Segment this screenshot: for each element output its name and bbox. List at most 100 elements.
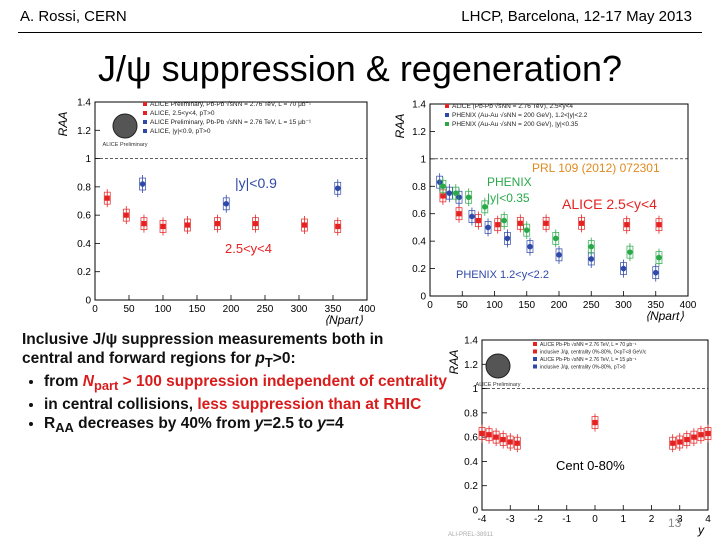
legend-entry: ALICE, 2.5<y<4, pT>0	[150, 110, 215, 117]
y-tick-label: 0	[420, 292, 426, 303]
data-point	[677, 439, 683, 445]
intro-line-2: central and forward regions for pT>0:	[22, 350, 296, 371]
data-point	[656, 254, 662, 261]
syst-box	[655, 218, 663, 232]
y-tick-label: 0.8	[412, 182, 426, 193]
x-tick-label: 300	[291, 304, 308, 315]
legend-entry: PHENIX (Au-Au √sNN = 200 GeV), |y|<0.35	[452, 120, 579, 128]
syst-box	[704, 427, 712, 440]
slide-title: J/ψ suppression & regeneration?	[98, 48, 622, 89]
x-tick-label: 1	[620, 514, 626, 525]
plot-annotation: |y|<0.9	[235, 175, 277, 191]
legend-entry: ALICE, |y|<0.9, pT>0	[150, 128, 211, 135]
y-tick-label: 0.8	[77, 182, 91, 193]
x-tick-label: 0	[92, 304, 98, 315]
data-point	[479, 430, 485, 437]
data-point	[469, 213, 475, 220]
data-point	[184, 222, 191, 228]
syst-box	[485, 428, 493, 442]
plot-annotation: PHENIX 1.2<y<2.2	[456, 269, 549, 281]
data-point	[139, 181, 146, 187]
syst-box	[445, 186, 453, 200]
syst-box	[504, 232, 511, 245]
y-tick-label: 0.6	[464, 433, 478, 444]
data-point	[527, 243, 533, 250]
x-tick-label: 250	[257, 304, 274, 315]
legend-entry: inclusive J/ψ, centrality 0%-80%, pT>0	[540, 365, 626, 371]
logo-caption: ALICE Preliminary	[103, 142, 148, 148]
syst-box	[452, 186, 460, 200]
data-point	[578, 220, 585, 226]
x-tick-label: 350	[325, 304, 342, 315]
legend-marker	[533, 357, 537, 361]
syst-box	[301, 218, 308, 232]
alice-logo-icon	[112, 113, 138, 139]
data-point	[592, 419, 598, 426]
x-tick-label: 150	[518, 300, 535, 311]
plot-annotation: Cent 0-80%	[556, 458, 625, 473]
x-tick-label: 200	[223, 304, 240, 315]
data-point	[475, 217, 481, 224]
legend-entry: ALICE (Pb-Pb √sNN = 2.76 TeV), 2.5<y<4	[452, 102, 573, 110]
data-point	[627, 249, 633, 255]
y-tick-label: 1.4	[412, 100, 426, 111]
plot-annotation: 2.5<y<4	[225, 241, 272, 256]
y-tick-label: 0.2	[464, 481, 478, 492]
plot-footnote: ALI-PREL-38911	[448, 532, 494, 538]
legend-entry: ALICE Preliminary, Pb-Pb √sNN = 2.76 TeV…	[150, 100, 312, 108]
page-number: 13	[668, 516, 682, 530]
data-point	[670, 440, 676, 446]
data-point	[493, 434, 499, 440]
syst-box	[222, 197, 230, 211]
data-point	[104, 195, 110, 201]
header-author: A. Rossi, CERN	[20, 8, 127, 25]
data-point	[624, 222, 630, 228]
y-tick-label: 0.4	[464, 457, 478, 468]
syst-box	[506, 435, 514, 449]
data-point	[543, 220, 549, 226]
syst-box	[523, 223, 531, 237]
x-tick-label: 50	[457, 300, 469, 311]
y-axis-label: RAA	[393, 114, 407, 139]
data-point	[440, 183, 446, 190]
syst-box	[214, 217, 221, 230]
data-point	[334, 185, 341, 192]
header-conference: LHCP, Barcelona, 12-17 May 2013	[461, 8, 692, 25]
syst-box	[669, 436, 677, 450]
y-tick-label: 0	[85, 296, 91, 307]
legend-entry: PHENIX (Au-Au √sNN = 200 GeV), 1.2<|y|<2…	[452, 111, 588, 119]
y-tick-label: 0.2	[77, 267, 91, 278]
data-point	[691, 434, 697, 440]
data-point	[335, 223, 341, 230]
y-tick-label: 1.2	[464, 360, 478, 371]
syst-box	[139, 177, 146, 191]
x-tick-label: 350	[647, 300, 664, 311]
data-point	[446, 190, 453, 196]
plot-annotation: |y|<0.35	[487, 191, 530, 205]
x-axis-label: ⟨Npart⟩	[645, 309, 684, 323]
y-tick-label: 0.6	[412, 209, 426, 220]
syst-box	[475, 214, 482, 227]
legend-marker	[533, 349, 537, 354]
x-tick-label: 3	[677, 514, 683, 525]
alice-logo-icon	[485, 353, 511, 379]
data-point	[507, 439, 513, 445]
data-point	[620, 265, 627, 272]
data-point	[486, 432, 492, 438]
data-point	[456, 211, 462, 217]
data-point	[501, 217, 507, 224]
x-tick-label: 200	[551, 300, 568, 311]
syst-box	[690, 430, 698, 444]
y-tick-label: 1	[85, 154, 91, 165]
x-tick-label: 50	[123, 304, 135, 315]
y-tick-label: 0.6	[77, 211, 91, 222]
legend-marker	[143, 129, 147, 133]
y-tick-label: 1	[472, 384, 478, 395]
legend-marker	[533, 364, 537, 369]
legend-entry: ALICE Preliminary, Pb-Pb √sNN = 2.76 TeV…	[150, 118, 312, 126]
x-tick-label: 400	[680, 300, 697, 311]
y-tick-label: 0.2	[412, 264, 426, 275]
syst-box	[478, 427, 486, 440]
data-point	[652, 269, 659, 276]
syst-box	[513, 436, 521, 450]
